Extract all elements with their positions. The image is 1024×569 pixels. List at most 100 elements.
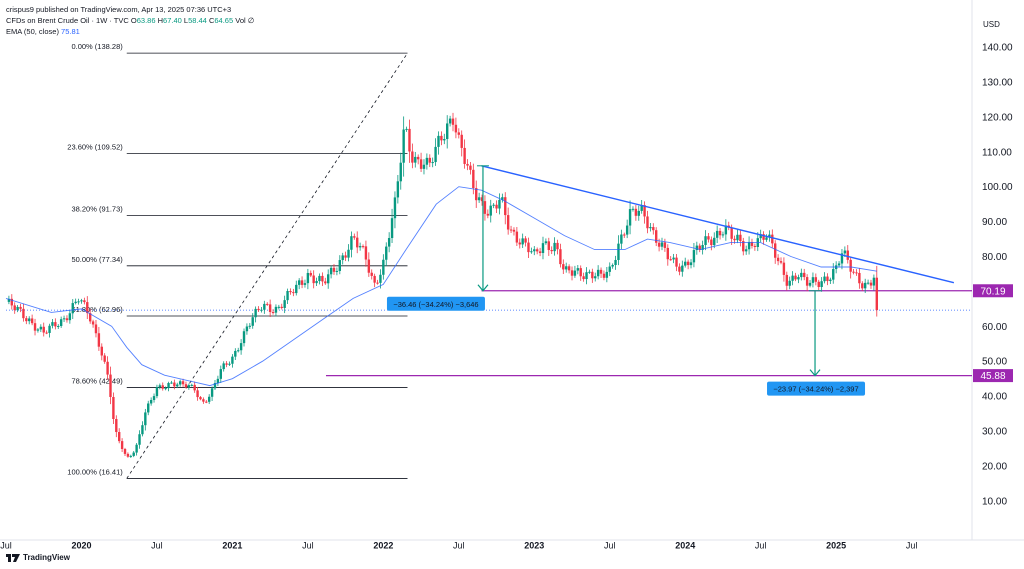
candle-body bbox=[837, 263, 841, 266]
candle-body bbox=[489, 205, 492, 216]
candle-body bbox=[48, 325, 51, 333]
candle-body bbox=[820, 281, 823, 288]
candle-body bbox=[774, 243, 777, 258]
symbol-name[interactable]: CFDs on Brent Crude Oil · 1W · TVC bbox=[6, 16, 129, 25]
candle-body bbox=[210, 388, 214, 397]
candle-body bbox=[7, 298, 11, 302]
candle-body bbox=[617, 243, 620, 260]
candle-body bbox=[620, 234, 623, 244]
candle-body bbox=[771, 234, 774, 244]
candle-body bbox=[306, 272, 310, 284]
candle-body bbox=[501, 197, 504, 200]
candle-body bbox=[707, 236, 710, 240]
price-level-badge-text: 45.88 bbox=[980, 371, 1005, 382]
candle-body bbox=[411, 151, 414, 163]
candle-body bbox=[260, 309, 263, 311]
volume-label: Vol bbox=[235, 16, 246, 25]
candle-body bbox=[582, 276, 585, 280]
candle-body bbox=[123, 448, 127, 454]
candle-body bbox=[715, 230, 719, 238]
candle-body bbox=[431, 162, 434, 164]
candle-body bbox=[103, 355, 106, 362]
fib-level-label: 50.00% (77.34) bbox=[71, 255, 123, 264]
footer-brand[interactable]: TradingView bbox=[23, 553, 70, 562]
candle-body bbox=[518, 242, 521, 245]
measure-label-text: −36.46 (−34.24%) −3,646 bbox=[393, 300, 478, 309]
candle-body bbox=[399, 162, 402, 182]
candle-body bbox=[402, 129, 405, 163]
candle-body bbox=[129, 455, 133, 457]
candle-body bbox=[486, 213, 490, 216]
candle-body bbox=[118, 432, 121, 442]
candle-body bbox=[300, 280, 304, 285]
candle-body bbox=[762, 234, 765, 240]
candle-body bbox=[144, 412, 147, 426]
candle-body bbox=[477, 197, 481, 201]
fib-diagonal bbox=[126, 52, 408, 479]
candle-body bbox=[59, 319, 63, 327]
x-tick-label: Jul bbox=[0, 540, 12, 550]
candle-body bbox=[228, 363, 231, 365]
candle-body bbox=[686, 261, 690, 266]
candle-body bbox=[562, 264, 565, 270]
price-level-badge bbox=[973, 369, 1013, 383]
candle-body bbox=[176, 384, 179, 387]
candle-body bbox=[463, 147, 466, 164]
ema-label[interactable]: EMA (50, close) bbox=[6, 27, 59, 36]
candle-body bbox=[721, 234, 725, 236]
candle-body bbox=[814, 277, 818, 282]
candle-body bbox=[533, 249, 536, 252]
candle-body bbox=[710, 239, 713, 246]
candle-body bbox=[625, 225, 629, 235]
candle-body bbox=[495, 204, 498, 209]
candle-body bbox=[106, 361, 109, 375]
ohlc-values: O63.86 H67.40 L58.44 C64.65 bbox=[131, 16, 235, 25]
candle-body bbox=[382, 259, 385, 275]
candle-body bbox=[663, 242, 667, 248]
candle-body bbox=[454, 124, 458, 133]
candle-body bbox=[242, 331, 246, 344]
candle-body bbox=[283, 300, 286, 308]
candle-body bbox=[852, 271, 855, 273]
candle-body bbox=[672, 257, 675, 260]
candle-body bbox=[863, 282, 867, 289]
candle-body bbox=[776, 257, 780, 262]
candle-body bbox=[141, 425, 144, 435]
candle-body bbox=[100, 346, 103, 356]
candle-body bbox=[97, 333, 101, 347]
candle-body bbox=[550, 249, 553, 252]
candle-body bbox=[524, 238, 527, 243]
currency-label: USD bbox=[983, 20, 1000, 29]
fib-level-label: 78.60% (42.49) bbox=[71, 376, 123, 385]
ohlc-value-l: 58.44 bbox=[188, 16, 207, 25]
candle-body bbox=[695, 245, 699, 251]
y-tick-label: 10.00 bbox=[982, 496, 1007, 507]
candle-body bbox=[541, 243, 545, 254]
ohlc-key-o: O bbox=[130, 16, 137, 25]
candle-body bbox=[341, 255, 344, 261]
fib-level-label: 61.80% (62.96) bbox=[71, 305, 123, 314]
candle-body bbox=[849, 259, 852, 272]
candle-body bbox=[303, 283, 307, 285]
ohlc-key-h: H bbox=[155, 16, 164, 25]
candle-body bbox=[274, 306, 278, 313]
candle-body bbox=[530, 251, 533, 253]
candle-body bbox=[808, 282, 812, 286]
ohlc-value-h: 67.40 bbox=[163, 16, 182, 25]
candle-body bbox=[364, 246, 368, 260]
candle-body bbox=[202, 399, 205, 402]
candle-body bbox=[184, 384, 188, 388]
candle-body bbox=[190, 384, 193, 386]
candle-body bbox=[556, 242, 559, 250]
candle-body bbox=[640, 205, 643, 211]
candle-body bbox=[390, 218, 394, 239]
candle-body bbox=[440, 135, 443, 141]
candle-body bbox=[245, 326, 249, 332]
y-tick-label: 130.00 bbox=[982, 78, 1013, 89]
descending-trendline[interactable] bbox=[481, 165, 955, 284]
candle-body bbox=[321, 275, 324, 282]
candle-body bbox=[692, 250, 696, 263]
candle-body bbox=[460, 134, 463, 148]
x-tick-label: 2023 bbox=[524, 540, 544, 550]
